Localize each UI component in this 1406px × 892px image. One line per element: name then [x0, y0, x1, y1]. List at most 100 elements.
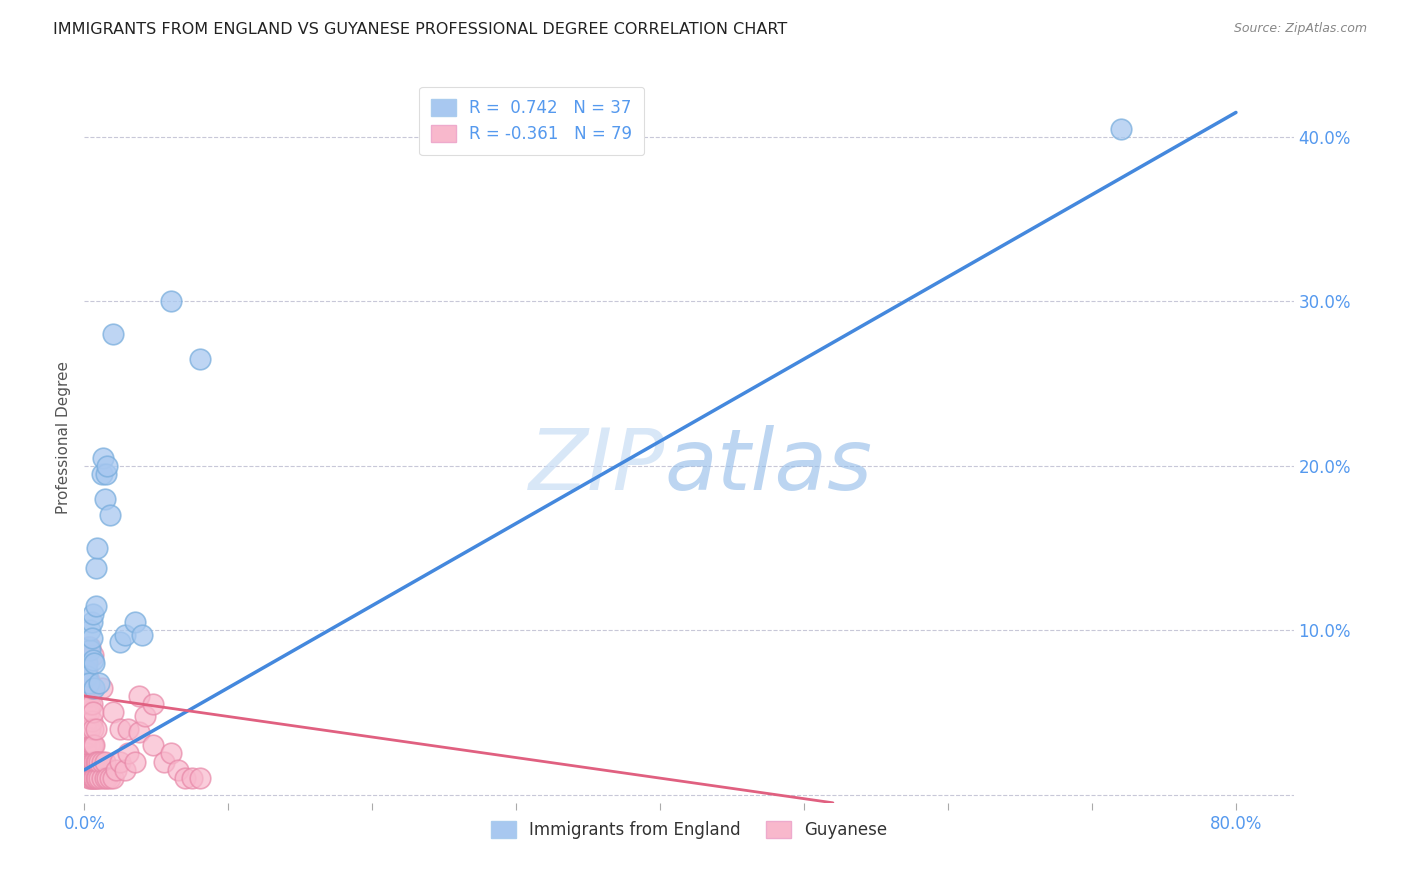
Point: [77, 755, 100, 769]
Point: [93, 771, 115, 785]
Point: [75, 739, 97, 753]
Point: [80, 632, 103, 646]
Point: [87, 755, 110, 769]
Point: [128, 689, 150, 703]
Point: [86, 771, 108, 785]
Point: [80, 755, 103, 769]
Point: [84, 599, 107, 613]
Point: [105, 763, 128, 777]
Y-axis label: Professional Degree: Professional Degree: [56, 360, 72, 514]
Point: [110, 634, 132, 648]
Point: [124, 615, 146, 629]
Point: [82, 648, 104, 662]
Point: [84, 755, 107, 769]
Point: [79, 640, 101, 654]
Legend: Immigrants from England, Guyanese: Immigrants from England, Guyanese: [484, 814, 894, 846]
Point: [79, 771, 101, 785]
Point: [79, 697, 101, 711]
Point: [82, 706, 104, 720]
Point: [84, 560, 107, 574]
Point: [79, 643, 101, 657]
Point: [75, 755, 97, 769]
Point: [131, 628, 153, 642]
Point: [87, 675, 110, 690]
Text: IMMIGRANTS FROM ENGLAND VS GUYANESE PROFESSIONAL DEGREE CORRELATION CHART: IMMIGRANTS FROM ENGLAND VS GUYANESE PROF…: [53, 22, 787, 37]
Point: [117, 747, 139, 761]
Point: [82, 739, 104, 753]
Point: [79, 739, 101, 753]
Point: [93, 755, 115, 769]
Point: [77, 675, 100, 690]
Point: [114, 763, 136, 777]
Point: [83, 771, 105, 785]
Point: [90, 755, 112, 769]
Point: [82, 653, 104, 667]
Text: atlas: atlas: [665, 425, 873, 508]
Point: [75, 673, 97, 687]
Point: [75, 706, 97, 720]
Point: [159, 294, 181, 309]
Point: [82, 755, 104, 769]
Point: [98, 771, 121, 785]
Point: [76, 747, 98, 761]
Point: [80, 615, 103, 629]
Point: [84, 771, 107, 785]
Point: [82, 607, 104, 621]
Point: [167, 763, 190, 777]
Point: [83, 681, 105, 695]
Point: [101, 771, 124, 785]
Point: [128, 725, 150, 739]
Point: [83, 739, 105, 753]
Point: [142, 739, 165, 753]
Point: [76, 763, 98, 777]
Point: [75, 689, 97, 703]
Point: [82, 771, 104, 785]
Point: [80, 771, 103, 785]
Point: [86, 541, 108, 555]
Point: [83, 656, 105, 670]
Point: [76, 656, 98, 670]
Point: [1109, 121, 1132, 136]
Point: [96, 771, 118, 785]
Point: [93, 491, 115, 506]
Point: [79, 624, 101, 638]
Point: [101, 706, 124, 720]
Point: [110, 722, 132, 736]
Point: [96, 458, 118, 473]
Point: [80, 681, 103, 695]
Point: [134, 708, 156, 723]
Point: [77, 673, 100, 687]
Point: [76, 714, 98, 728]
Point: [159, 747, 181, 761]
Point: [152, 755, 174, 769]
Point: [91, 450, 114, 465]
Point: [110, 755, 132, 769]
Point: [76, 665, 98, 679]
Point: [90, 681, 112, 695]
Point: [76, 669, 98, 683]
Point: [124, 755, 146, 769]
Point: [94, 467, 117, 481]
Point: [77, 722, 100, 736]
Point: [75, 656, 97, 670]
Point: [79, 722, 101, 736]
Point: [75, 663, 97, 677]
Point: [77, 689, 100, 703]
Point: [86, 755, 108, 769]
Point: [80, 739, 103, 753]
Point: [76, 730, 98, 744]
Point: [188, 351, 211, 366]
Point: [181, 771, 204, 785]
Point: [101, 327, 124, 342]
Point: [75, 722, 97, 736]
Point: [84, 722, 107, 736]
Point: [77, 739, 100, 753]
Point: [79, 681, 101, 695]
Point: [77, 706, 100, 720]
Point: [90, 467, 112, 481]
Point: [188, 771, 211, 785]
Point: [82, 722, 104, 736]
Point: [114, 628, 136, 642]
Point: [83, 755, 105, 769]
Text: ZIP: ZIP: [529, 425, 665, 508]
